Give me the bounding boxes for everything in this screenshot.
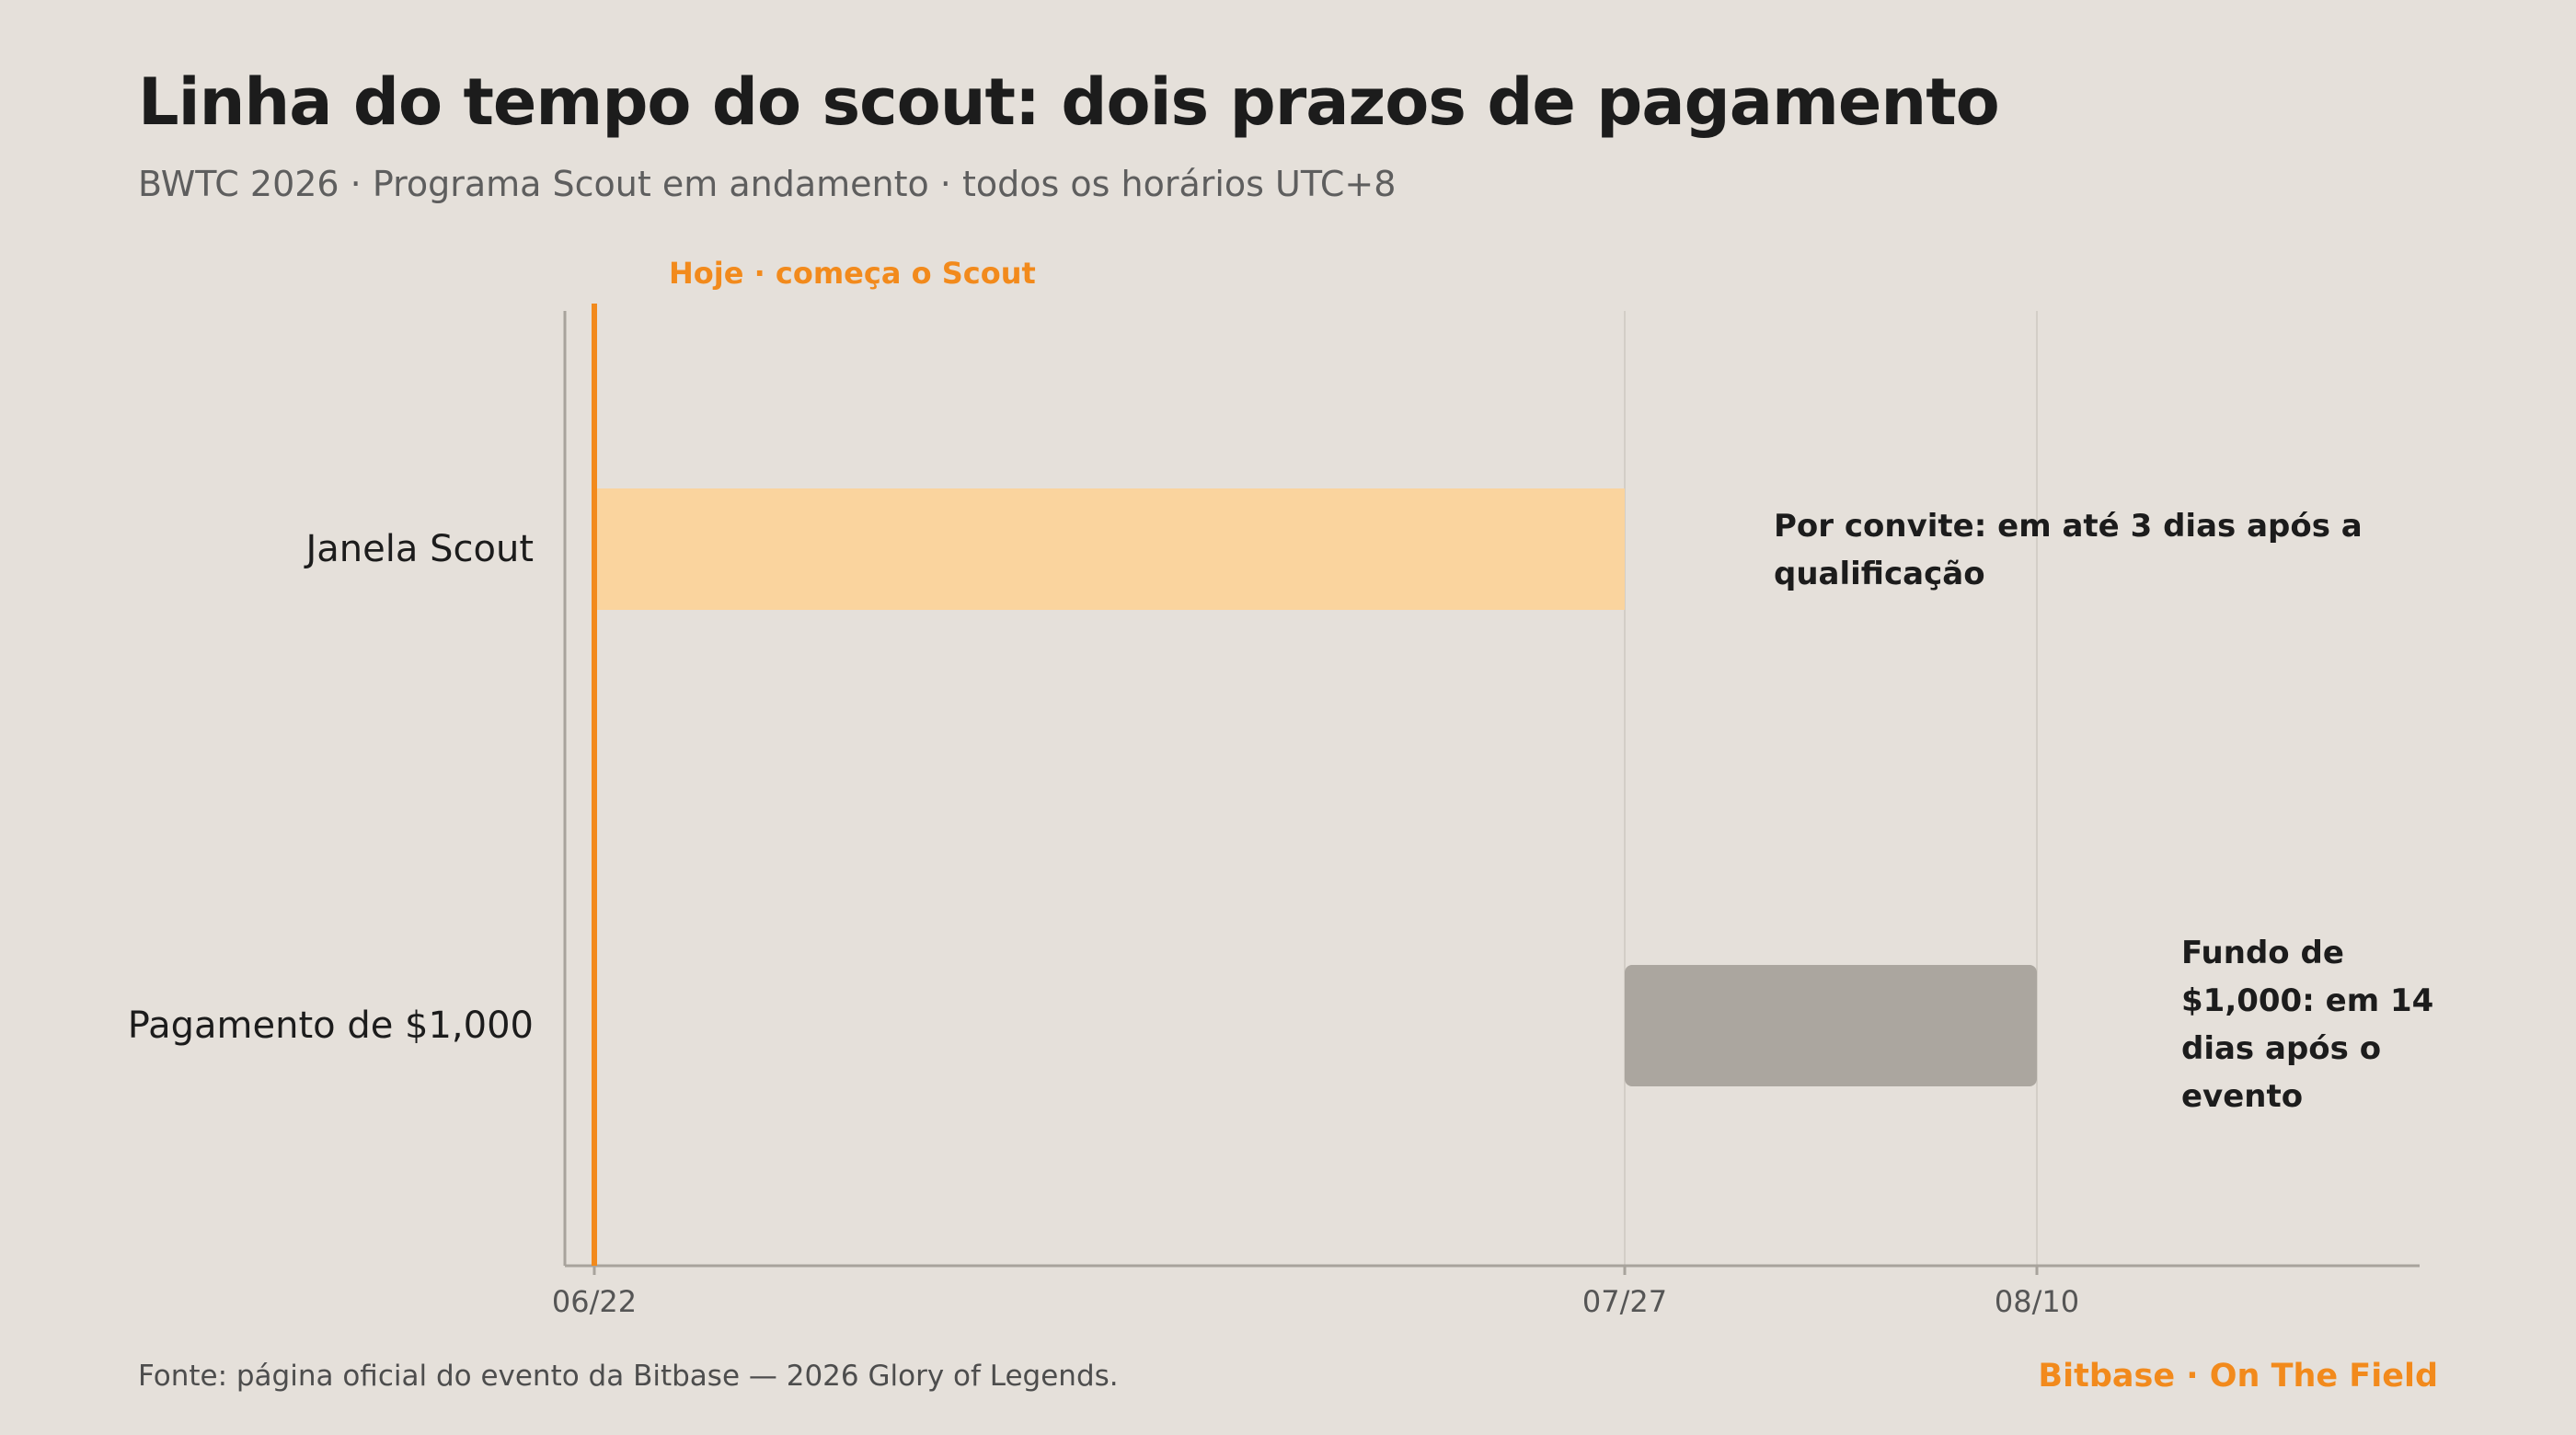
bar-annotation-scout-window: Por convite: em até 3 dias após a qualif… [1774,508,2363,592]
x-tick-label-2: 08/10 [1995,1284,2079,1319]
row-labels: Janela Scout Pagamento de $1,000 [128,528,534,1047]
timeline-bar-0 [594,488,1625,610]
grid-lines [593,311,2038,1266]
x-tick-label-1: 07/27 [1582,1284,1667,1319]
source-note: Fonte: página oficial do evento da Bitba… [138,1360,1119,1393]
row-label-1: Pagamento de $1,000 [128,1004,534,1047]
chart-title: Linha do tempo do scout: dois prazos de … [138,64,2000,140]
timeline-bar-1 [1625,965,2037,1086]
row-label-0: Janela Scout [304,528,535,570]
chart-subtitle: BWTC 2026 · Programa Scout em andamento … [138,164,1397,204]
today-marker-label: Hoje · começa o Scout [669,256,1036,291]
x-tick-label-0: 06/22 [552,1284,637,1319]
brand-label: Bitbase · On The Field [2038,1358,2438,1395]
x-axis-ticks: 06/22 07/27 08/10 [552,1266,2079,1319]
bar-annotation-payment: Fundo de $1,000: em 14 dias após o event… [2181,935,2434,1115]
timeline-bars [594,488,2037,1086]
